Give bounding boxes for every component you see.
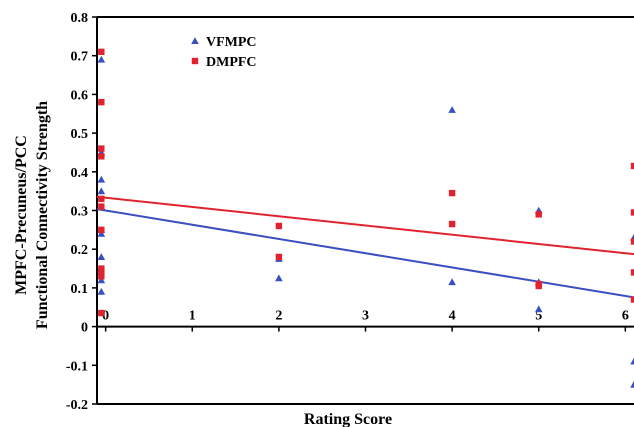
x-tick-label: 6 bbox=[622, 309, 629, 324]
vfmpc-fit-line bbox=[96, 208, 634, 299]
dmpfc-point bbox=[98, 98, 105, 106]
vfmpc-legend-marker bbox=[191, 37, 199, 45]
x-axis-label: Rating Score bbox=[304, 411, 392, 427]
dmpfc-point bbox=[630, 162, 634, 170]
y-tick-label: 0.2 bbox=[71, 243, 89, 258]
dmpfc-point bbox=[448, 220, 456, 228]
y-tick-label: 0 bbox=[81, 321, 88, 336]
dmpfc-point bbox=[98, 195, 105, 203]
vfmpc-point bbox=[97, 229, 106, 237]
dmpfc-point bbox=[98, 153, 105, 160]
dmpfc-point bbox=[98, 203, 105, 210]
x-tick-label: 2 bbox=[275, 309, 282, 324]
dmpfc-point bbox=[275, 222, 283, 230]
dmpfc-point bbox=[630, 238, 634, 245]
dmpfc-point bbox=[535, 282, 542, 290]
vfmpc-point bbox=[534, 305, 543, 313]
y-axis-label-line-1: MPFC-Precuneus/PCC bbox=[13, 135, 30, 295]
dmpfc-point bbox=[630, 296, 634, 303]
dmpfc-point bbox=[98, 309, 105, 317]
y-tick-label: 0.1 bbox=[71, 282, 89, 297]
fit-lines bbox=[96, 195, 634, 299]
dmpfc-legend-label: DMPFC bbox=[206, 55, 257, 70]
x-tick-label: 5 bbox=[535, 309, 542, 324]
y-tick-label: 0.4 bbox=[71, 166, 89, 181]
dmpfc-point bbox=[98, 48, 105, 56]
vfmpc-point bbox=[97, 276, 106, 284]
vfmpc-point bbox=[97, 187, 106, 195]
y-tick-label: 0.6 bbox=[71, 88, 89, 103]
plot-frame bbox=[96, 16, 634, 405]
dmpfc-point bbox=[630, 269, 634, 276]
vfmpc-point bbox=[97, 287, 106, 295]
dmpfc-point bbox=[535, 211, 542, 218]
y-tick-label: -0.2 bbox=[66, 398, 88, 413]
vfmpc-point bbox=[97, 175, 106, 183]
y-tick-label: 0.3 bbox=[71, 205, 89, 220]
x-tick-label: 4 bbox=[449, 309, 456, 324]
data-markers bbox=[97, 48, 634, 388]
dmpfc-point bbox=[275, 253, 283, 261]
dmpfc-point bbox=[98, 265, 105, 272]
dmpfc-point bbox=[98, 273, 105, 280]
vfmpc-point bbox=[97, 253, 106, 260]
vfmpc-point bbox=[448, 278, 456, 286]
dmpfc-point bbox=[98, 269, 105, 276]
dmpfc-point bbox=[448, 189, 456, 197]
dmpfc-fit-line bbox=[96, 195, 634, 256]
vfmpc-point bbox=[97, 55, 106, 63]
dmpfc-legend-marker bbox=[191, 57, 199, 65]
dmpfc-point bbox=[98, 226, 105, 234]
x-tick-label: 3 bbox=[362, 309, 369, 324]
vfmpc-legend-label: VFMPC bbox=[206, 35, 257, 50]
y-axis-label-line-2: Functional Connectivity Strength bbox=[34, 101, 51, 329]
x-tick-label: 0 bbox=[102, 309, 109, 324]
vfmpc-point bbox=[275, 274, 283, 282]
y-tick-label: -0.1 bbox=[66, 359, 88, 374]
x-tick-label: 1 bbox=[189, 309, 196, 324]
y-tick-label: 0.7 bbox=[71, 50, 89, 65]
legend: VFMPC DMPFC bbox=[191, 35, 257, 70]
vfmpc-point bbox=[630, 357, 634, 365]
y-tick-label: 0.8 bbox=[71, 11, 89, 26]
dmpfc-point bbox=[98, 145, 105, 152]
vfmpc-point bbox=[630, 380, 634, 388]
x-axis: 0 1 2 3 4 5 6 bbox=[102, 309, 629, 332]
y-tick-label: 0.5 bbox=[71, 127, 89, 142]
vfmpc-point bbox=[448, 106, 456, 113]
y-axis: -0.2 -0.1 0 0.1 0.2 0.3 0.4 0.5 0.6 0.7 0.8 bbox=[66, 11, 97, 413]
dmpfc-point bbox=[630, 209, 634, 216]
